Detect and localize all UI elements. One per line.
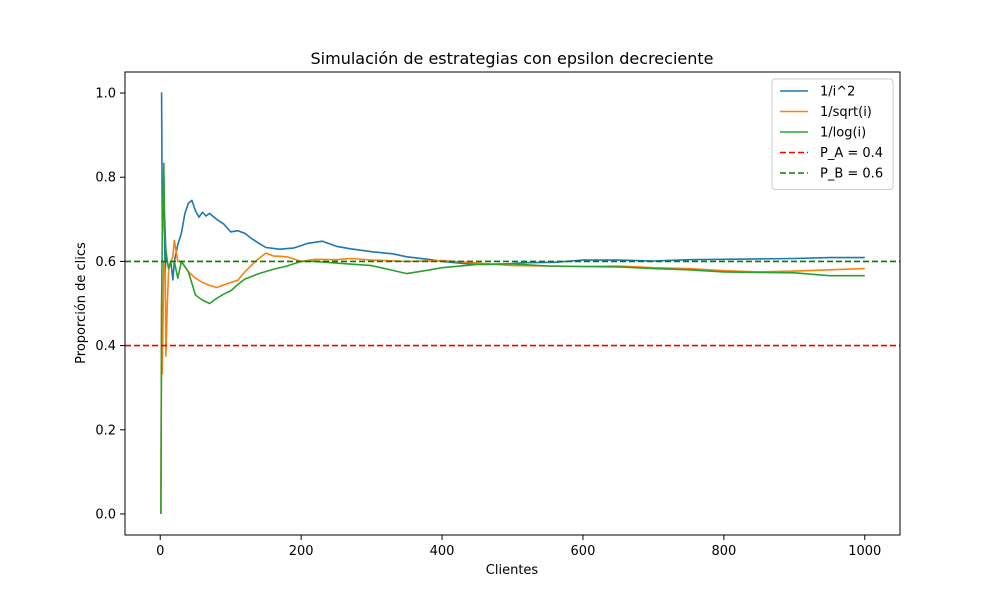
- legend-label: 1/sqrt(i): [820, 105, 872, 120]
- y-tick-label: 0.8: [95, 171, 116, 186]
- x-tick-label: 600: [571, 544, 596, 559]
- x-tick-label: 400: [430, 544, 455, 559]
- y-axis-title: Proporción de clics: [74, 242, 89, 364]
- y-tick-label: 0.6: [95, 255, 116, 270]
- x-tick-label: 200: [289, 544, 314, 559]
- legend-label: P_A = 0.4: [820, 146, 883, 161]
- y-axis: 0.0 0.2 0.4 0.6 0.8 1.0: [95, 87, 125, 522]
- x-tick-label: 800: [711, 544, 736, 559]
- series-line-2: [160, 162, 865, 515]
- x-axis: 0 200 400 600 800 1000: [156, 535, 881, 559]
- legend-label: P_B = 0.6: [820, 167, 883, 182]
- legend-box: [771, 78, 894, 190]
- x-tick-label: 0: [156, 544, 164, 559]
- y-tick-label: 0.2: [95, 423, 116, 438]
- chart-title: Simulación de estrategias con epsilon de…: [311, 49, 714, 68]
- y-tick-label: 0.0: [95, 507, 116, 522]
- legend-label: 1/log(i): [820, 126, 866, 141]
- legend: 1/i^2 1/sqrt(i) 1/log(i) P_A = 0.4 P_B = 0.6: [771, 78, 894, 190]
- x-axis-title: Clientes: [486, 563, 539, 578]
- x-tick-label: 1000: [848, 544, 881, 559]
- reference-lines: [125, 260, 900, 347]
- plot-frame: [124, 71, 901, 536]
- legend-label: 1/i^2: [820, 85, 855, 100]
- y-tick-label: 0.4: [95, 339, 116, 354]
- y-tick-label: 1.0: [95, 87, 116, 102]
